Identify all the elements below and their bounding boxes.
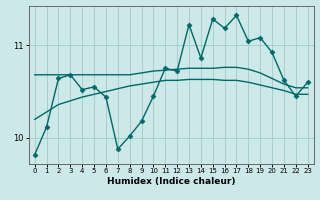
X-axis label: Humidex (Indice chaleur): Humidex (Indice chaleur): [107, 177, 236, 186]
